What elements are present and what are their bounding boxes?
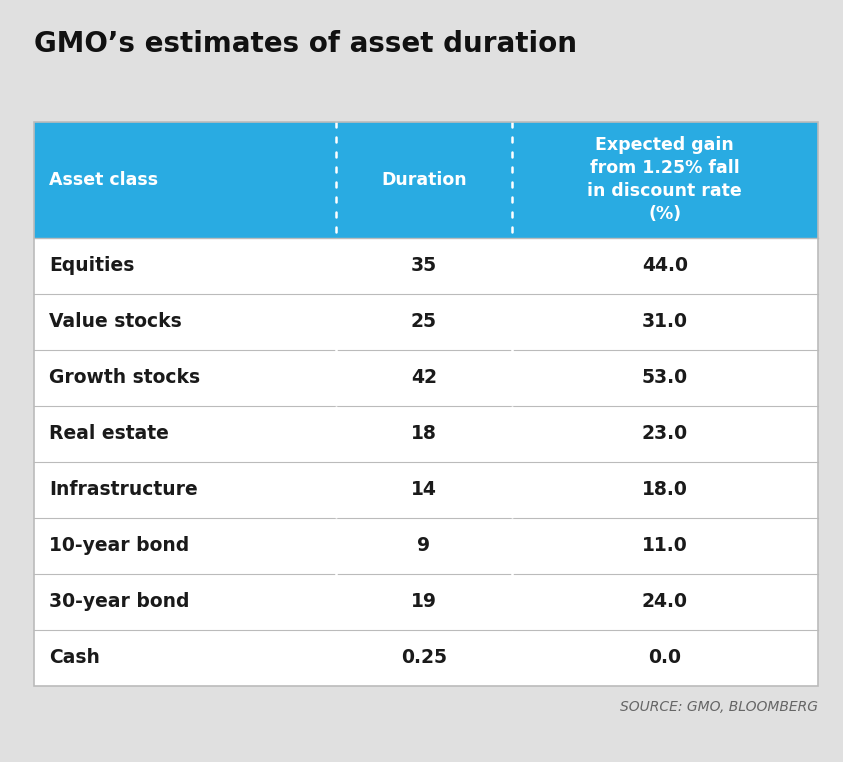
Text: Real estate: Real estate (49, 424, 169, 443)
Text: Cash: Cash (49, 648, 99, 668)
Text: 0.0: 0.0 (648, 648, 681, 668)
Text: 18.0: 18.0 (642, 480, 688, 499)
Text: Expected gain
from 1.25% fall
in discount rate
(%): Expected gain from 1.25% fall in discoun… (588, 136, 742, 223)
Text: 24.0: 24.0 (642, 592, 688, 611)
Text: GMO’s estimates of asset duration: GMO’s estimates of asset duration (34, 30, 577, 59)
Text: 31.0: 31.0 (642, 312, 688, 331)
Text: 10-year bond: 10-year bond (49, 536, 189, 555)
Text: 14: 14 (411, 480, 437, 499)
Text: 44.0: 44.0 (642, 256, 688, 275)
Text: Infrastructure: Infrastructure (49, 480, 197, 499)
Text: 11.0: 11.0 (642, 536, 688, 555)
Text: Value stocks: Value stocks (49, 312, 181, 331)
Text: 9: 9 (417, 536, 430, 555)
Text: 53.0: 53.0 (642, 368, 688, 387)
Text: 23.0: 23.0 (642, 424, 688, 443)
Text: Asset class: Asset class (49, 171, 158, 189)
Text: 42: 42 (411, 368, 437, 387)
Text: Growth stocks: Growth stocks (49, 368, 200, 387)
Text: 19: 19 (411, 592, 437, 611)
Text: 0.25: 0.25 (400, 648, 447, 668)
Text: 25: 25 (411, 312, 437, 331)
Text: 18: 18 (411, 424, 437, 443)
Text: Equities: Equities (49, 256, 134, 275)
Text: SOURCE: GMO, BLOOMBERG: SOURCE: GMO, BLOOMBERG (620, 700, 818, 713)
Text: 30-year bond: 30-year bond (49, 592, 190, 611)
Text: Duration: Duration (381, 171, 466, 189)
Text: 35: 35 (411, 256, 437, 275)
